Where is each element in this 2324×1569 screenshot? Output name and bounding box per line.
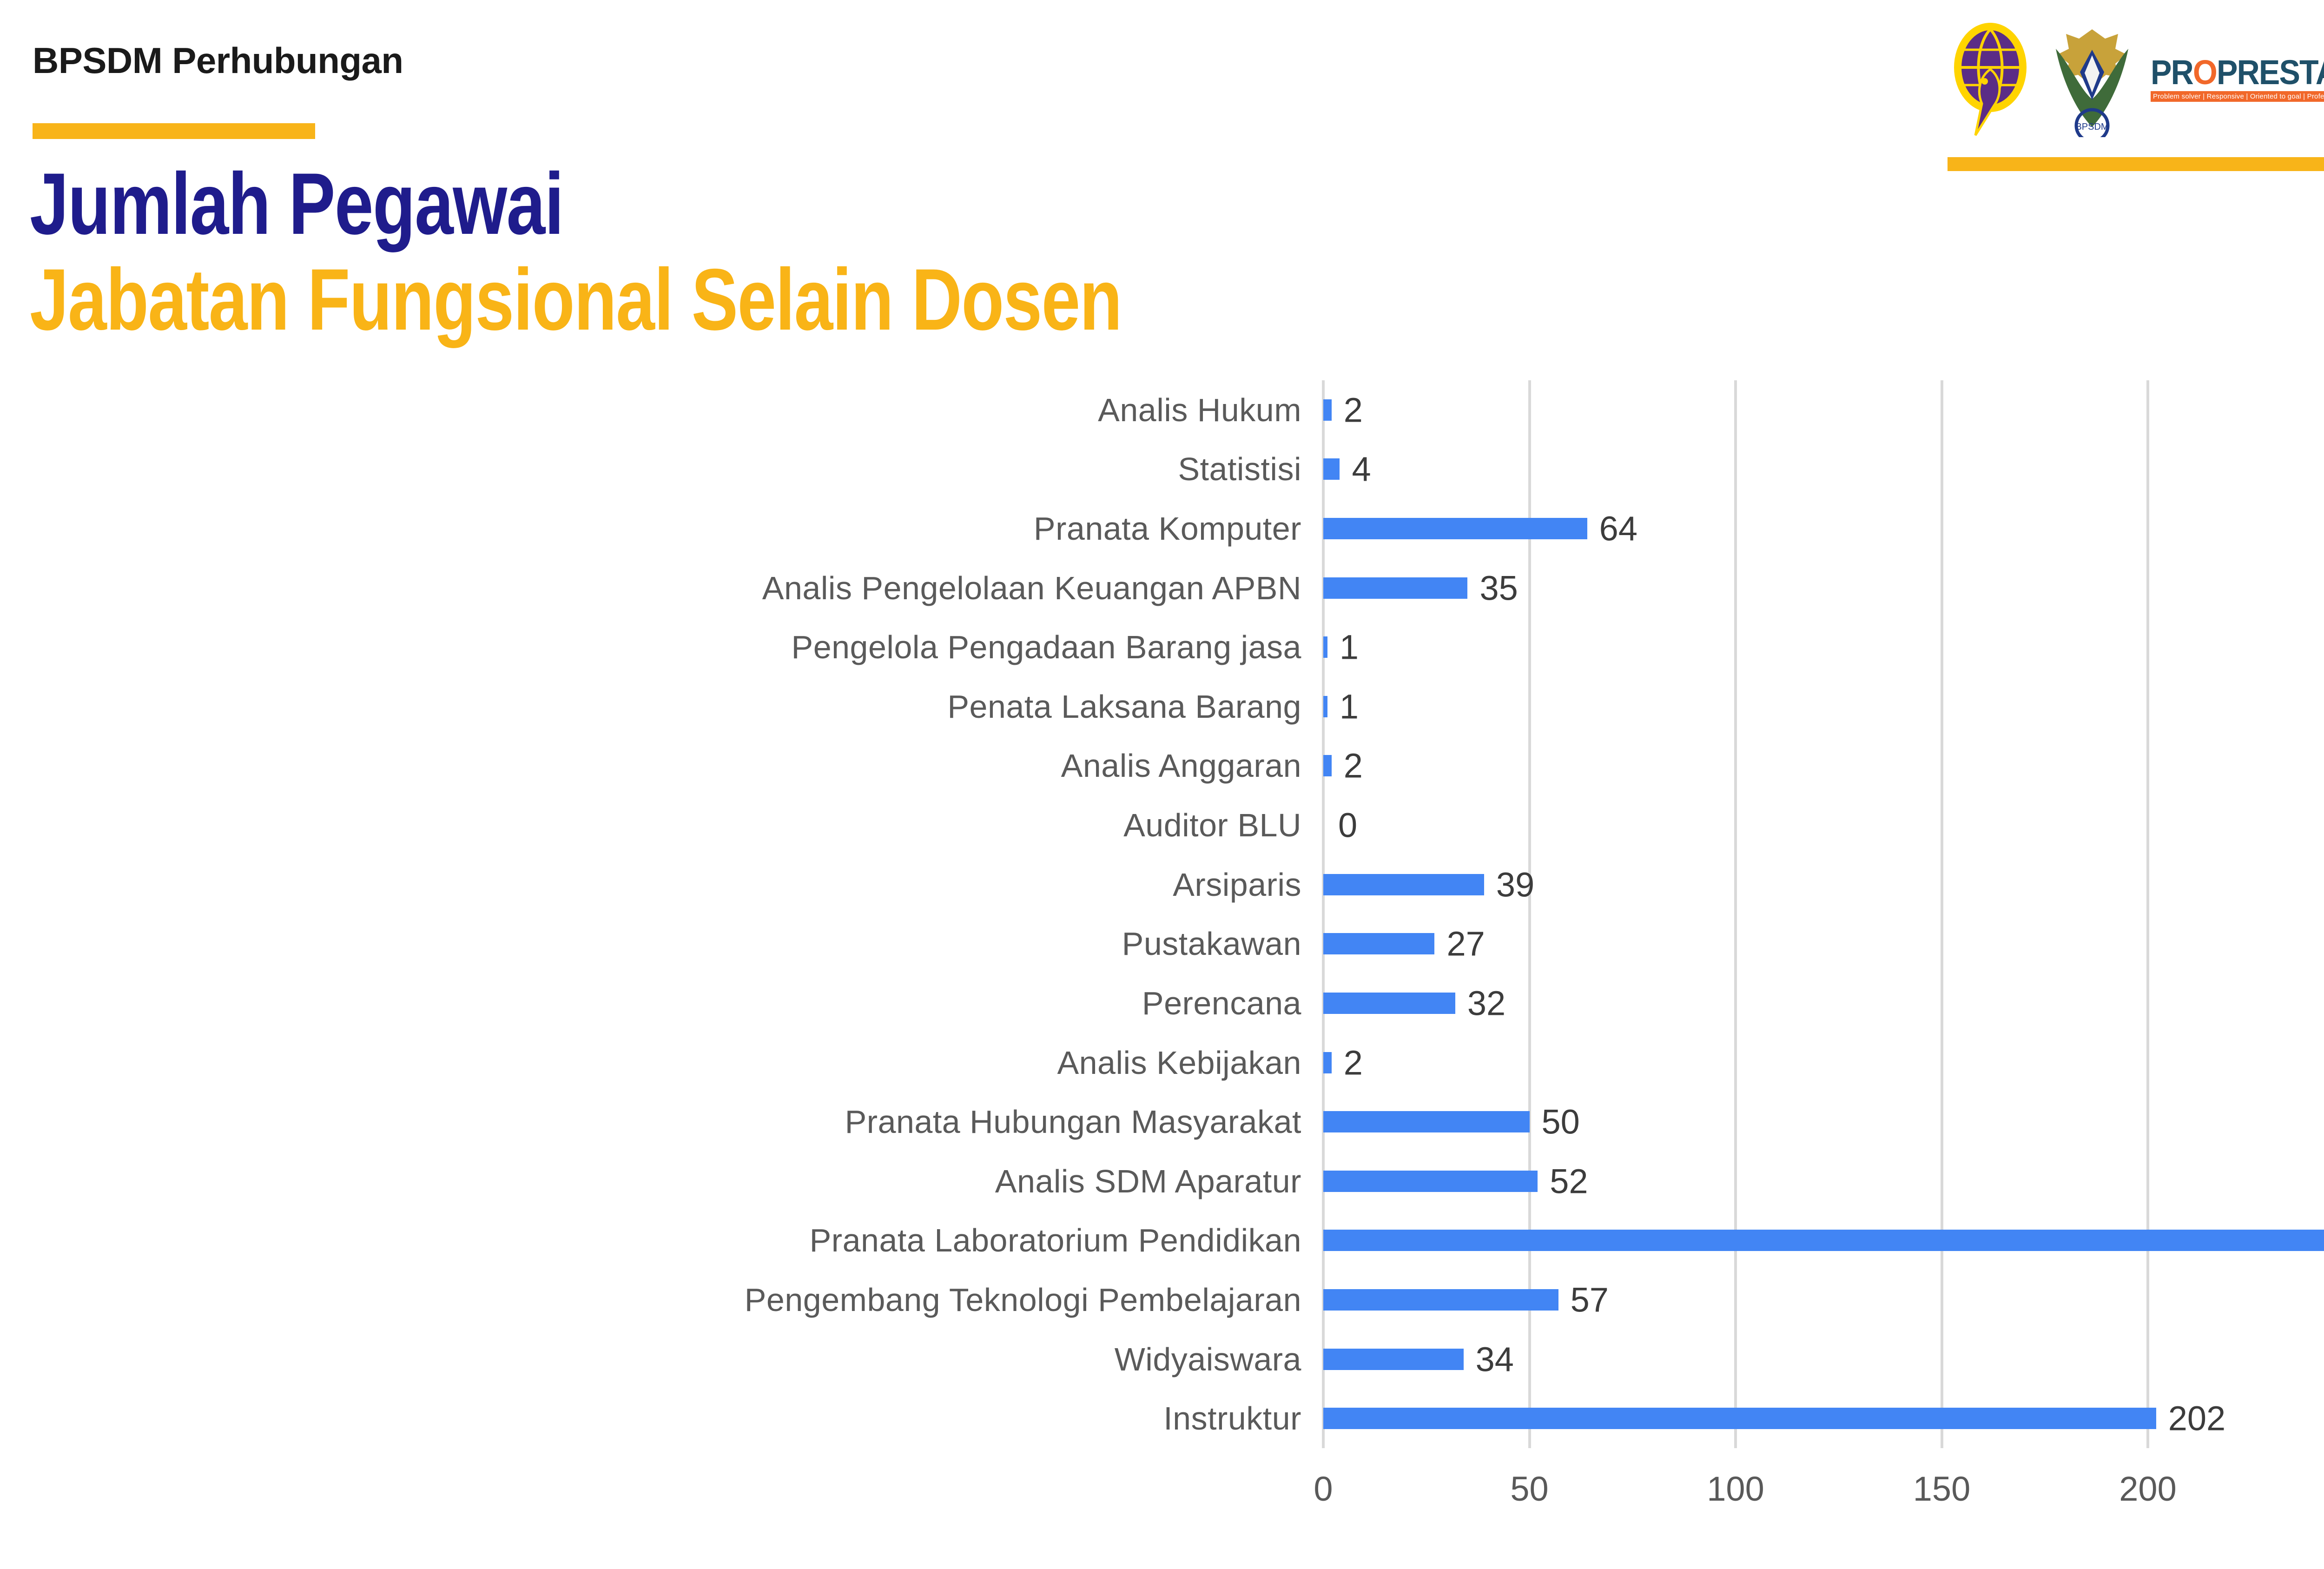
bar <box>1323 1111 1530 1133</box>
bar <box>1323 577 1468 599</box>
category-label: Pranata Komputer <box>1033 510 1301 547</box>
bar-value-label: 1 <box>1339 628 1359 667</box>
gridline-150 <box>1940 380 1943 1448</box>
x-axis-tick-label: 150 <box>1913 1470 1971 1508</box>
bar-value-label: 202 <box>2168 1399 2226 1438</box>
bar-value-label: 4 <box>1352 450 1371 489</box>
proprestasi-word-post: PRESTASI <box>2217 53 2324 92</box>
gridline-0 <box>1322 380 1325 1448</box>
bar <box>1323 933 1435 955</box>
org-name: BPSDM Perhubungan <box>33 40 403 81</box>
bar-value-label: 50 <box>1541 1102 1580 1141</box>
category-label: Pranata Hubungan Masyarakat <box>845 1104 1301 1140</box>
bar-value-label: 34 <box>1475 1340 1514 1379</box>
category-label: Widyaiswara <box>1114 1341 1301 1377</box>
bar <box>1323 518 1587 540</box>
bar-value-label: 32 <box>1467 984 1506 1023</box>
bar-value-label: 27 <box>1446 924 1485 963</box>
bar <box>1323 1348 1464 1370</box>
bar <box>1323 755 1332 777</box>
bar <box>1323 399 1332 421</box>
kemenhub-globe-icon <box>1948 21 2034 137</box>
bar-value-label: 2 <box>1343 746 1363 785</box>
category-label: Perencana <box>1142 985 1301 1021</box>
category-label: Analis Kebijakan <box>1057 1044 1301 1081</box>
category-label: Analis Pengelolaan Keuangan APBN <box>762 569 1301 606</box>
x-axis-tick-label: 200 <box>2119 1470 2177 1508</box>
category-label: Pranata Laboratorium Pendidikan <box>809 1222 1301 1259</box>
bar <box>1323 874 1484 895</box>
bar <box>1323 1052 1332 1073</box>
logo-strip-underline <box>1948 157 2324 171</box>
bar <box>1323 1289 1558 1311</box>
category-label: Pengelola Pengadaan Barang jasa <box>791 629 1301 666</box>
page-title-secondary: Jabatan Fungsional Selain Dosen <box>30 251 1122 348</box>
bar-value-label: 64 <box>1599 509 1637 548</box>
category-label: Instruktur <box>1163 1400 1301 1437</box>
proprestasi-wordmark: PROPRESTASI <box>2151 53 2324 92</box>
proprestasi-tagline: Problem solver | Responsive | Oriented t… <box>2151 91 2324 102</box>
bar <box>1323 636 1327 658</box>
category-label: Analis SDM Aparatur <box>995 1163 1301 1199</box>
proprestasi-logo: PROPRESTASI Problem solver | Responsive … <box>2151 53 2324 102</box>
gridline-200 <box>2146 380 2149 1448</box>
bar-value-label: 0 <box>1338 806 1358 845</box>
category-label: Auditor BLU <box>1123 807 1301 844</box>
proprestasi-word-o: O <box>2192 53 2218 92</box>
org-name-underline <box>33 123 315 139</box>
proprestasi-word-pre: PR <box>2151 53 2194 92</box>
page-title-primary: Jumlah Pegawai <box>30 155 564 252</box>
bar <box>1323 1170 1538 1192</box>
bar <box>1323 458 1340 480</box>
bar-value-label: 35 <box>1479 569 1518 608</box>
category-label: Penata Laksana Barang <box>947 688 1301 725</box>
gridline-50 <box>1528 380 1531 1448</box>
bar-value-label: 39 <box>1496 865 1535 904</box>
bar-value-label: 1 <box>1339 687 1359 726</box>
bar-value-label: 2 <box>1343 391 1363 430</box>
logo-strip: BPSDM PROPRESTASI Problem solver | Respo… <box>1948 19 2324 143</box>
category-label: Statistisi <box>1178 451 1301 488</box>
svg-text:BPSDM: BPSDM <box>2075 122 2108 132</box>
bar <box>1323 1408 2156 1430</box>
bar-value-label: 2 <box>1343 1043 1363 1082</box>
category-label: Arsiparis <box>1173 866 1301 903</box>
x-axis-tick-label: 100 <box>1707 1470 1764 1508</box>
x-axis-tick-label: 0 <box>1314 1470 1333 1508</box>
bar-value-label: 52 <box>1550 1162 1588 1201</box>
bar <box>1323 1230 2324 1251</box>
category-label: Analis Anggaran <box>1061 748 1301 784</box>
bar-value-label: 57 <box>1570 1280 1609 1319</box>
bar <box>1323 992 1455 1014</box>
x-axis-tick-label: 50 <box>1510 1470 1549 1508</box>
category-label: Pustakawan <box>1122 926 1301 962</box>
bar <box>1323 695 1327 717</box>
category-label: Analis Hukum <box>1098 391 1301 428</box>
garuda-crest-icon: BPSDM <box>2046 21 2139 143</box>
gridline-100 <box>1734 380 1737 1448</box>
category-label: Pengembang Teknologi Pembelajaran <box>744 1281 1301 1318</box>
